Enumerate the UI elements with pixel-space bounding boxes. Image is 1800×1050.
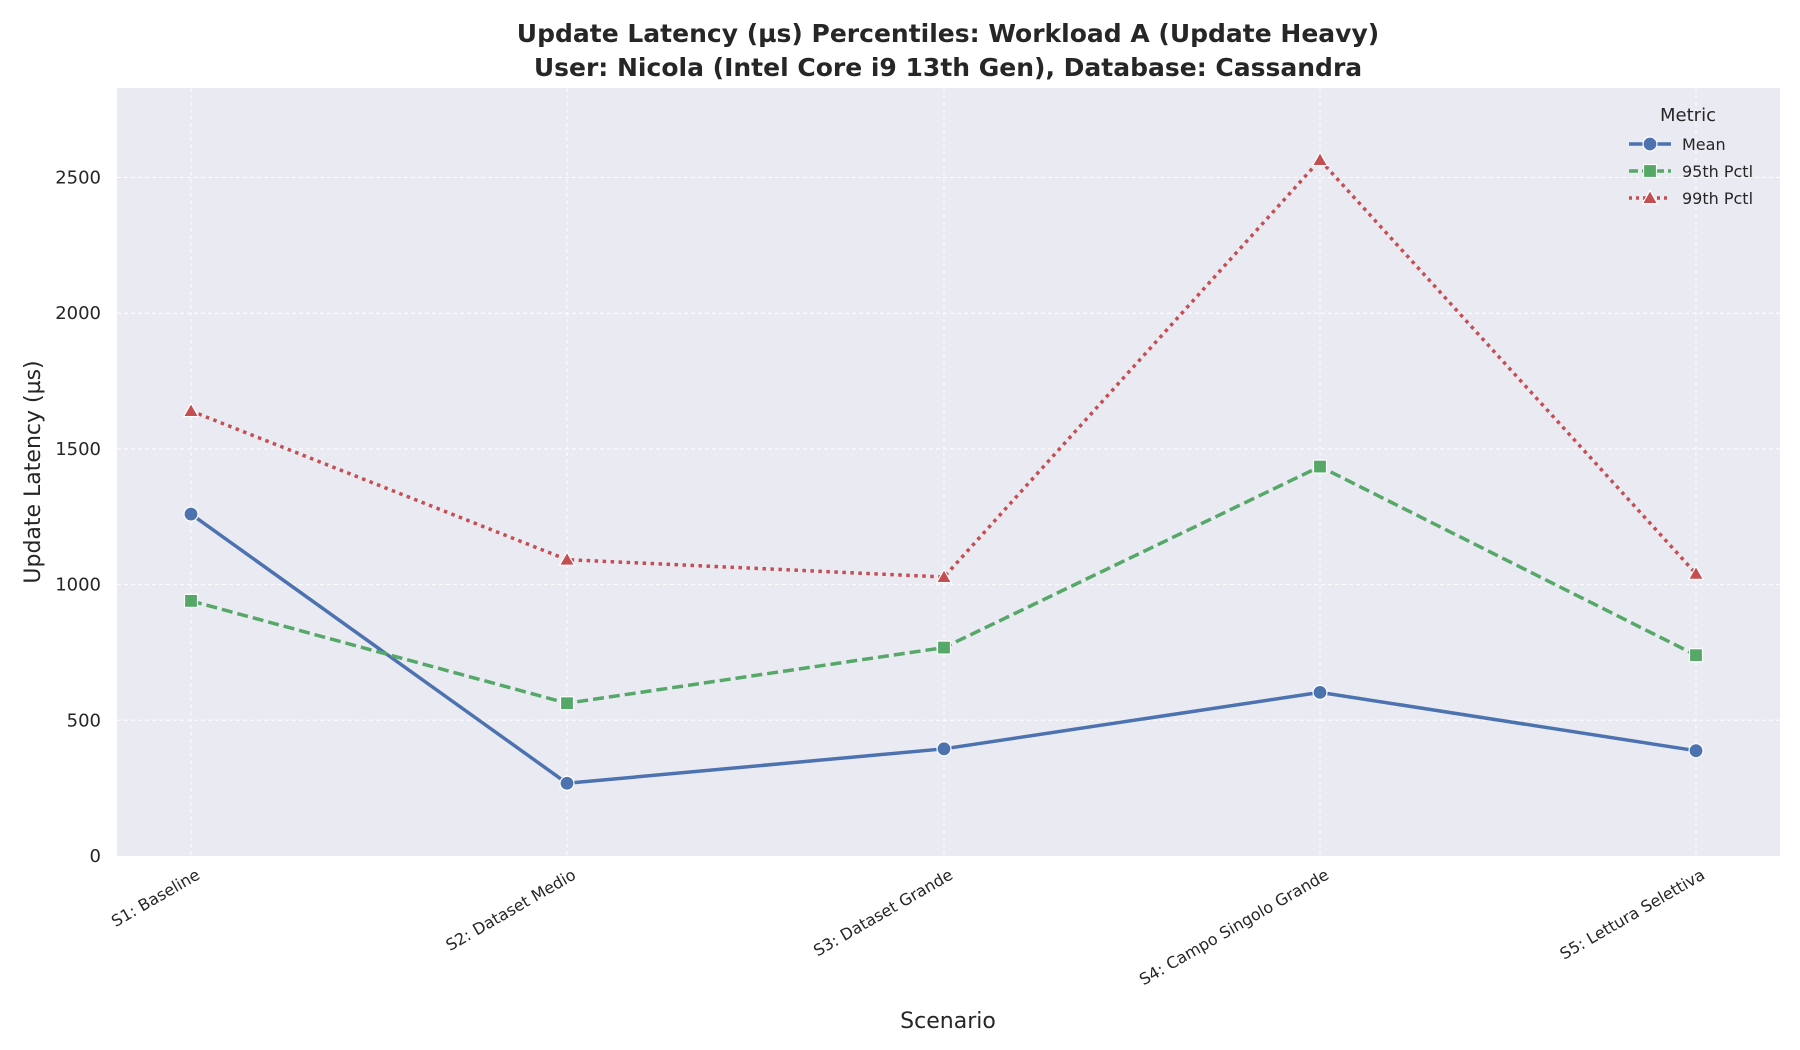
data-point [558, 550, 576, 566]
x-tick-label: S2: Dataset Medio [443, 865, 579, 955]
legend-marker [1642, 163, 1658, 179]
legend-title: Metric [1660, 105, 1716, 126]
legend-items: Mean 95th Pctl 99th Pctl [1629, 135, 1753, 208]
x-tick-label: S3: Dataset Grande [810, 865, 956, 960]
plot-background [117, 88, 1780, 856]
legend-item: 99th Pctl [1629, 189, 1753, 208]
x-tick-label: S4: Campo Singolo Grande [1136, 865, 1332, 989]
data-point [1312, 684, 1328, 700]
data-point [1311, 151, 1329, 167]
series-layer [182, 151, 1705, 791]
data-point [1687, 565, 1705, 580]
series-95th-pctl [183, 459, 1704, 711]
y-tick-label: 500 [67, 710, 101, 731]
x-tick-labels: S1: Baseline S2: Dataset Medio S3: Dataset… [108, 865, 1708, 989]
series-mean [183, 506, 1704, 791]
legend-label: 99th Pctl [1682, 189, 1753, 208]
legend-item: Mean [1629, 135, 1726, 154]
legend-marker [1642, 136, 1658, 152]
legend-marker [1641, 189, 1659, 205]
y-axis-label: Update Latency (µs) [21, 360, 46, 583]
chart-title-line-2: User: Nicola (Intel Core i9 13th Gen), D… [534, 53, 1362, 82]
legend: Metric Mean 95th Pctl 99th Pctl [1629, 105, 1753, 208]
data-point [936, 741, 952, 757]
legend-item: 95th Pctl [1629, 162, 1753, 181]
data-point [559, 696, 575, 711]
y-tick-label: 2500 [55, 168, 101, 189]
y-tick-label: 0 [90, 846, 101, 867]
y-tick-label: 1500 [55, 439, 101, 460]
x-tick-label: S1: Baseline [108, 865, 203, 931]
y-tick-label: 2000 [55, 303, 101, 324]
data-point [183, 506, 199, 522]
data-point [1312, 459, 1328, 474]
legend-label: 95th Pctl [1682, 162, 1753, 181]
data-point [1688, 648, 1704, 663]
y-tick-label: 1000 [55, 575, 101, 596]
data-point [935, 568, 953, 584]
y-tick-labels: 0 500 1000 1500 2000 2500 [55, 168, 101, 867]
data-point [936, 640, 952, 655]
data-point [182, 402, 200, 418]
data-point [559, 775, 575, 791]
x-axis-label: Scenario [900, 1009, 996, 1034]
series-99th-pctl [182, 151, 1705, 584]
legend-label: Mean [1682, 135, 1726, 154]
grid-lines [117, 88, 1780, 856]
chart-title-line-1: Update Latency (µs) Percentiles: Workloa… [517, 19, 1379, 48]
data-point [183, 593, 199, 609]
series-line [190, 158, 1698, 579]
x-tick-label: S5: Lettura Selettiva [1556, 865, 1708, 963]
data-point [1688, 743, 1704, 759]
